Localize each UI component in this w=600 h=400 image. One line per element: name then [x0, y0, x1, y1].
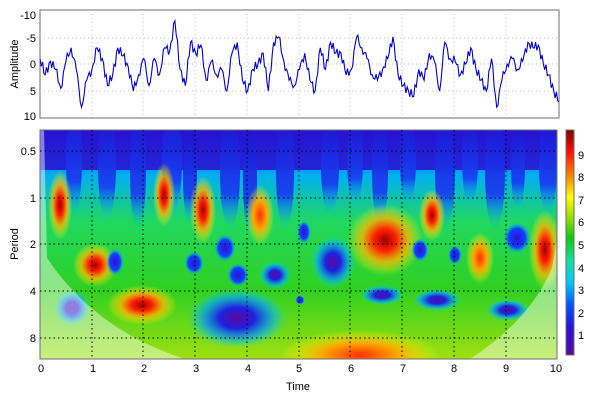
amp-tick: 5: [30, 86, 36, 98]
colorbar-tick: 4: [578, 263, 584, 275]
colorbar-ticks: 9 8 7 6 5 4 3 2 1: [578, 150, 584, 342]
colorbar-tick: 2: [578, 308, 584, 320]
period-tick: 1: [30, 193, 36, 205]
amplitude-grid: [40, 10, 559, 118]
amp-tick: 10: [24, 111, 36, 123]
amp-tick: 0: [30, 59, 36, 71]
time-tick: 6: [348, 363, 354, 375]
time-tick: 10: [550, 363, 562, 375]
period-tick: 2: [30, 239, 36, 251]
period-y-label: Period: [9, 228, 21, 260]
amplitude-y-ticks: -10 -5 0 5 10: [20, 10, 36, 123]
time-tick: 4: [245, 363, 251, 375]
amplitude-plot: -10 -5 0 5 10 Amplitude: [9, 9, 560, 123]
colorbar-tick: 8: [578, 172, 584, 184]
time-tick: 2: [141, 363, 147, 375]
colorbar-tick: 1: [578, 330, 584, 342]
amplitude-signal-line: [40, 18, 559, 110]
scalogram-grid: [40, 130, 557, 359]
colorbar-tick: 5: [578, 240, 584, 252]
period-tick: 4: [30, 286, 36, 298]
scalogram-plot: 0.5 1 2 4 8 Period 0 1 2 3 4 5 6 7 8 9 1…: [9, 129, 562, 393]
scalogram-heatmap: [40, 130, 557, 359]
colorbar: 9 8 7 6 5 4 3 2 1: [565, 129, 584, 356]
time-tick: 8: [451, 363, 457, 375]
time-x-label: Time: [286, 381, 310, 393]
amp-tick: -10: [20, 10, 36, 22]
time-tick: 9: [503, 363, 509, 375]
time-tick: 7: [400, 363, 406, 375]
time-x-ticks: 0 1 2 3 4 5 6 7 8 9 10: [38, 363, 562, 375]
colorbar-tick: 3: [578, 285, 584, 297]
period-tick: 8: [30, 333, 36, 345]
colorbar-tick: 6: [578, 217, 584, 229]
period-y-ticks: 0.5 1 2 4 8: [21, 146, 36, 345]
time-tick: 5: [296, 363, 302, 375]
time-tick: 3: [193, 363, 199, 375]
period-tick: 0.5: [21, 146, 36, 158]
amplitude-y-label: Amplitude: [9, 40, 21, 89]
amp-tick: -5: [26, 33, 36, 45]
colorbar-tick: 7: [578, 195, 584, 207]
time-tick: 1: [90, 363, 96, 375]
colorbar-tick: 9: [578, 150, 584, 162]
time-tick: 0: [38, 363, 44, 375]
